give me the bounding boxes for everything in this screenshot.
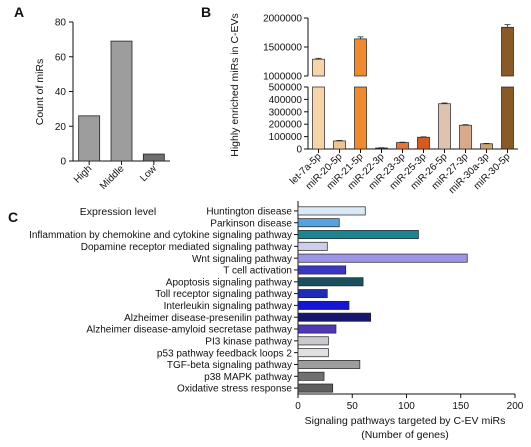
panel-a-x-axis-title: Expression level [80,206,156,218]
panel-c-y-tick-label: Toll receptor signaling pathway [155,289,292,300]
panel-c-bar [297,241,328,251]
panel-c-y-tick-label: Apoptosis signaling pathway [166,277,292,288]
panel-c-chart: Signaling pathways targeted by C-EV miRs… [29,201,524,441]
panel-b-bar-upper [312,58,325,77]
panel-b-y-tick-label: 300000 [269,107,303,118]
panel-c-bar [297,383,334,393]
panel-c-bar [297,206,366,216]
panel-b-bar-lower [354,86,367,150]
panel-b-letter: B [201,4,211,20]
panel-c-y-tick-label: Alzheimer disease-presenilin pathway [124,313,292,324]
panel-a-y-tick-label: 80 [55,18,67,29]
panel-b-bar [438,103,451,150]
panel-c-x-tick-label: 100 [398,401,415,412]
panel-b-y-tick-label: 0 [296,145,302,156]
panel-b-bar [333,140,346,150]
panel-c-y-tick-label: Dopamine receptor mediated signaling pat… [81,242,292,253]
panel-c-y-tick-label: Interleukin signaling pathway [164,301,292,312]
panel-b-y-tick-label: 400000 [269,95,303,106]
panel-b-y-tick-label: 1500000 [263,43,302,54]
panel-c-x-tick-label: 0 [295,401,301,412]
panel-a-y-tick-label: 60 [55,52,67,63]
panel-b-y-tick-label: 200000 [269,120,303,131]
panel-a-y-axis-title: Count of miRs [34,59,46,126]
panel-c-y-tick-label: Huntington disease [206,207,292,218]
panel-b-bar-lower [312,86,325,150]
panel-c-bar [297,253,468,263]
panel-b-y-tick-label: 500000 [269,83,303,94]
panel-a-bar [78,115,101,162]
panel-c-x-axis-subtitle: (Number of genes) [361,429,449,441]
panel-b-bar [480,143,493,150]
panel-c-y-tick-label: Inflammation by chemokine and cytokine s… [29,230,292,241]
panel-c-y-tick-label: Alzheimer disease-amyloid secretase path… [86,325,292,336]
panel-c-bar [297,277,364,287]
panel-c-bar [297,300,350,310]
panel-b-y-tick-label: 100000 [269,132,303,143]
panel-a-x-tick-label: Low [138,163,159,184]
panel-b-chart: Highly enriched miRs in C-EVs 1000000150… [229,13,518,196]
panel-c-x-tick-label: 150 [452,401,469,412]
panel-c-bar [297,371,325,381]
panel-c-y-tick-label: PI3 kinase pathway [205,336,292,347]
panel-c-y-tick-label: Oxidative stress response [177,384,292,395]
panel-c-y-tick-label: T cell activation [223,266,292,277]
panel-c-bar [297,336,329,346]
panel-c-y-tick-label: p38 MAPK pathway [204,372,292,383]
panel-a-x-tick-label: High [72,163,94,185]
panel-a-letter: A [14,4,24,20]
panel-b-bar [459,124,472,150]
panel-c-y-tick-label: Parkinson disease [210,218,292,229]
panel-c-bar [297,360,361,369]
panel-a-chart: Count of miRs Expression level 0 20 40 60 80… [34,18,170,218]
panel-a-x-tick-label: Middle [98,163,127,192]
panel-a-bar [142,153,165,162]
panel-c-y-tick-label: TGF-beta signaling pathway [167,360,292,371]
panel-c-x-tick-label: 50 [347,401,359,412]
panel-c-y-tick-label: p53 pathway feedback loops 2 [157,348,293,359]
panel-c-x-axis-title: Signaling pathways targeted by C-EV miRs [305,415,506,427]
panel-b-y-tick-label: 1000000 [263,72,302,83]
panel-a-bar [110,40,133,162]
panel-a-y-tick-label: 20 [55,122,67,133]
panel-c-y-tick-label: Wnt signaling pathway [192,254,292,265]
panel-c-bar [297,348,329,358]
panel-b-y-axis-title: Highly enriched miRs in C-EVs [229,13,241,157]
panel-c-bar [297,230,419,239]
panel-c-x-tick-label: 200 [507,401,524,412]
panel-a-y-tick-label: 0 [60,157,66,168]
panel-b-bar-upper [354,38,367,77]
panel-c-bar [297,324,337,334]
panel-c-bar [297,312,372,322]
panel-c-bar [297,289,328,299]
panel-b-y-tick-label: 2000000 [263,14,302,25]
panel-b-bar-upper [501,26,514,77]
panel-b-bar [417,136,430,150]
panel-c-letter: C [8,209,18,225]
panel-a-y-tick-label: 40 [55,87,67,98]
panel-b-bar-lower [501,86,514,150]
panel-c-bar [297,265,347,275]
panel-b-bar [396,142,409,150]
panel-c-bar [297,218,340,228]
